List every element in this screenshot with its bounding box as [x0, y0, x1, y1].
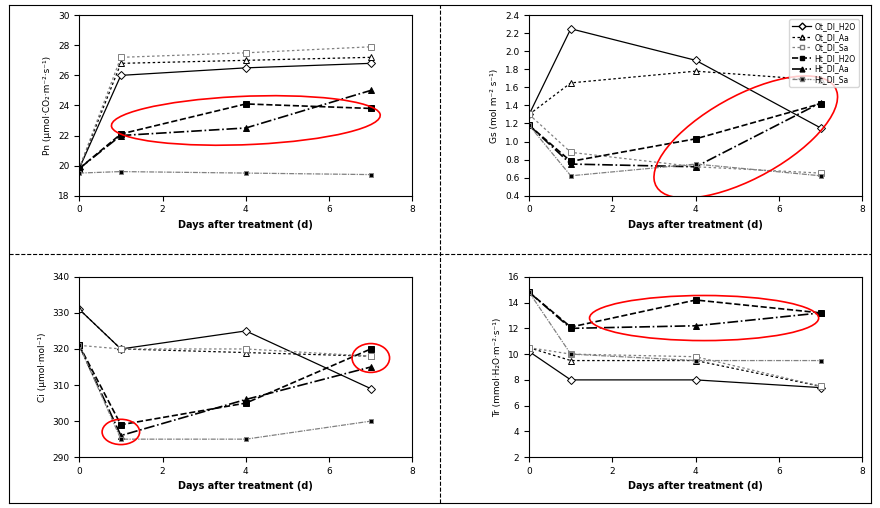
Legend: Ot_DI_H2O, Ot_DI_Aa, Ot_DI_Sa, Ht_DI_H2O, Ht_DI_Aa, Ht_DI_Sa: Ot_DI_H2O, Ot_DI_Aa, Ot_DI_Sa, Ht_DI_H2O…	[789, 19, 859, 87]
X-axis label: Days after treatment (d): Days after treatment (d)	[179, 220, 313, 230]
Y-axis label: Gs (mol m⁻² s⁻¹): Gs (mol m⁻² s⁻¹)	[490, 68, 500, 143]
X-axis label: Days after treatment (d): Days after treatment (d)	[628, 482, 763, 491]
X-axis label: Days after treatment (d): Days after treatment (d)	[179, 482, 313, 491]
Y-axis label: Ci (μmol·mol⁻¹): Ci (μmol·mol⁻¹)	[38, 332, 47, 402]
Y-axis label: Pn (μmol·CO₂·m⁻²·s⁻¹): Pn (μmol·CO₂·m⁻²·s⁻¹)	[43, 56, 53, 155]
Y-axis label: Tr (mmol·H₂O·m⁻²·s⁻¹): Tr (mmol·H₂O·m⁻²·s⁻¹)	[494, 318, 502, 417]
X-axis label: Days after treatment (d): Days after treatment (d)	[628, 220, 763, 230]
